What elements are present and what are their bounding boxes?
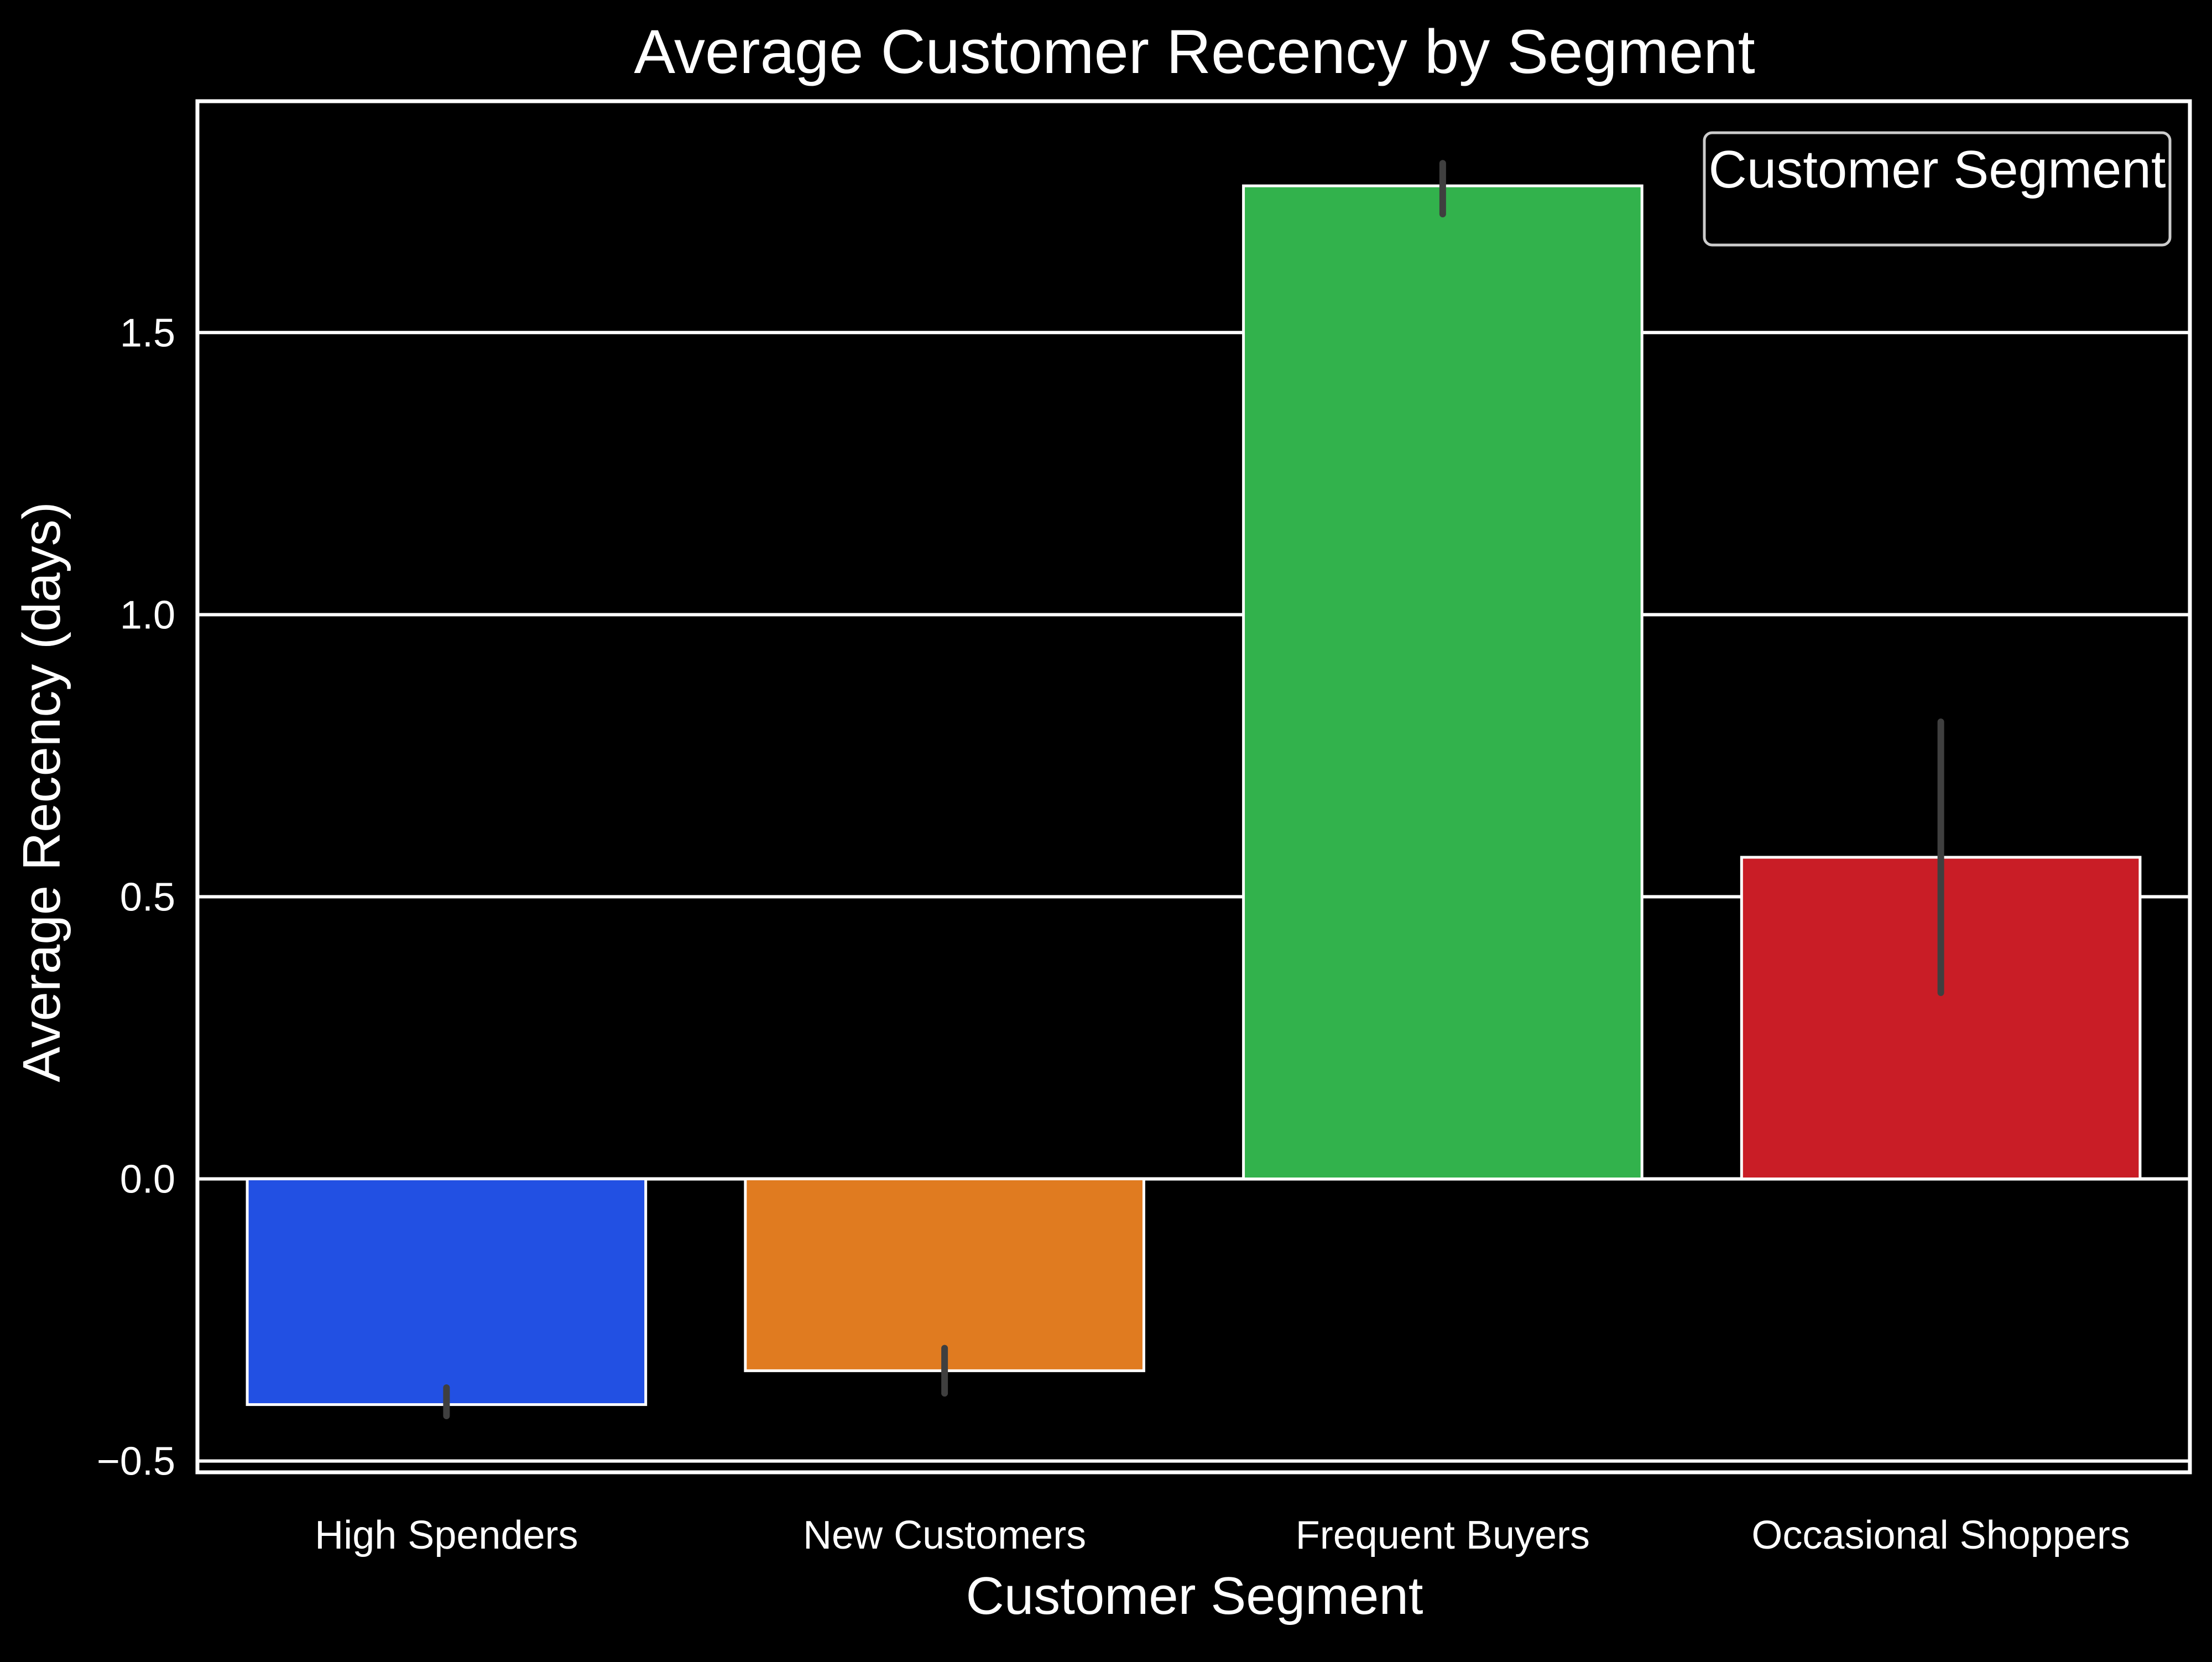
plot-frame [195,99,2192,1475]
bar-frequent-buyers [1242,184,1644,1181]
y-axis-label: Average Recency (days) [12,502,71,1082]
x-tick-label: New Customers [803,1513,1086,1557]
x-axis-ticks: High Spenders New Customers Frequent Buyer… [315,1513,2130,1557]
x-tick-label: Occasional Shoppers [1751,1513,2130,1557]
error-bars [443,160,1944,1419]
bar-new-customers [744,1178,1145,1372]
x-tick-label: High Spenders [315,1513,578,1557]
y-tick-label: 1.5 [120,311,175,355]
y-tick-label: 1.0 [120,593,175,637]
x-axis-label: Customer Segment [966,1566,1423,1625]
chart-title: Average Customer Recency by Segment [634,17,1755,86]
x-tick-label: Frequent Buyers [1296,1513,1590,1557]
legend-box [1703,131,2172,247]
bar-high-spenders [246,1178,648,1406]
bars [246,184,2142,1406]
y-tick-label: 0.0 [120,1158,175,1202]
legend: Customer Segment [1703,131,2172,247]
y-tick-label: 0.5 [120,875,175,919]
y-axis-ticks: −0.5 0.0 0.5 1.0 1.5 [97,311,175,1483]
legend-title: Customer Segment [1708,140,2166,199]
y-tick-label: −0.5 [97,1440,175,1484]
